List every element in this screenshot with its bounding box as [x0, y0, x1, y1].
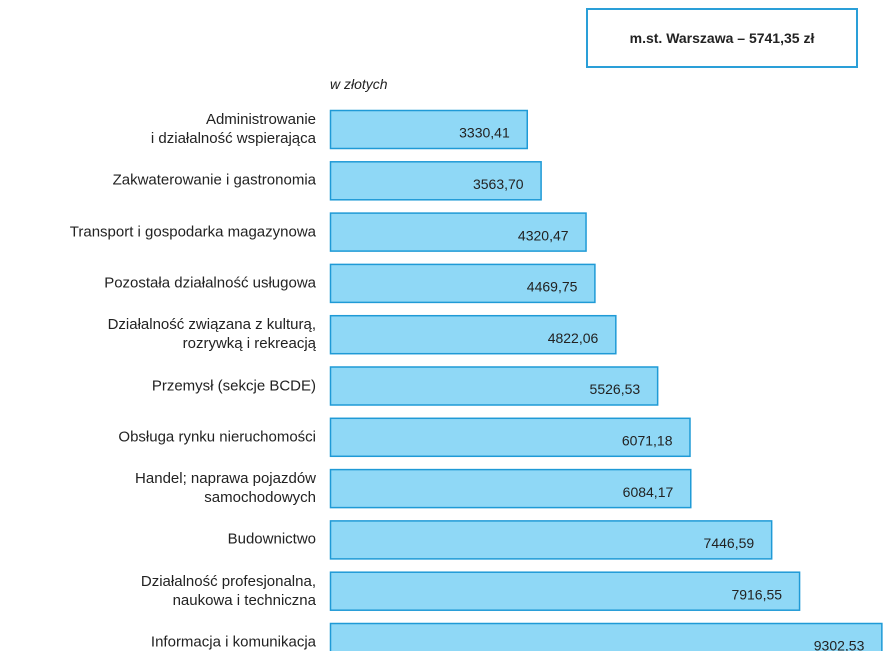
category-label: Przemysł (sekcje BCDE)	[151, 377, 316, 394]
category-label: Pozostała działalność usługowa	[104, 274, 316, 292]
bar	[329, 212, 587, 252]
bar	[329, 417, 691, 458]
category-label: Transport i gospodarka magazynowa	[69, 223, 316, 241]
bar	[329, 571, 801, 611]
value-label: 4320,47	[518, 227, 569, 243]
bar	[329, 468, 692, 509]
category-label: Działalność profesjonalna, naukowa i tec…	[140, 572, 316, 609]
bar	[329, 109, 529, 150]
category-label: Zakwaterowanie i gastronomia	[112, 171, 316, 189]
value-label: 9302,53	[814, 638, 865, 651]
value-label: 4822,06	[548, 330, 599, 346]
value-label: 7446,59	[704, 535, 755, 551]
value-label: 6071,18	[622, 433, 673, 449]
category-label: Działalność związana z kulturą, rozrywką…	[107, 316, 316, 353]
bar	[329, 622, 883, 651]
value-label: 7916,55	[731, 586, 782, 602]
bar	[329, 161, 542, 201]
bar	[329, 263, 596, 304]
category-label: Obsługa rynku nieruchomości	[118, 428, 316, 446]
value-label: 6084,17	[623, 484, 674, 500]
bar	[329, 520, 773, 560]
category-label: Budownictwo	[227, 530, 316, 548]
value-label: 3563,70	[473, 176, 524, 192]
bar	[329, 366, 659, 406]
annotation-box: m.st. Warszawa – 5741,35 zł	[586, 8, 858, 68]
value-label: 5526,53	[590, 381, 641, 397]
unit-label: w złotych	[330, 76, 388, 92]
category-label: Handel; naprawa pojazdów samochodowych	[135, 470, 316, 507]
value-label: 3330,41	[459, 125, 510, 141]
category-label: Informacja i komunikacja	[150, 633, 316, 651]
value-label: 4469,75	[527, 279, 578, 295]
bar	[329, 314, 617, 355]
category-label: Administrowanie i działalność wspierając…	[150, 111, 316, 147]
